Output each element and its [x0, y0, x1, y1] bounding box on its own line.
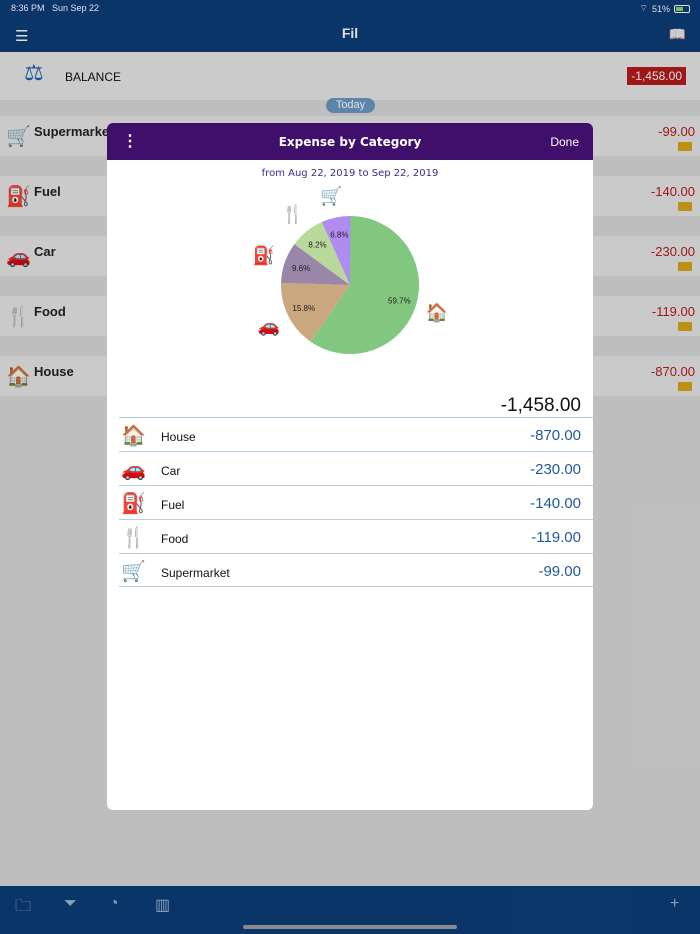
- expense-modal: ⋮ Expense by Category Done from Aug 22, …: [107, 123, 593, 810]
- house-icon: 🏠: [6, 366, 31, 388]
- list-item-name: Supermarket: [34, 124, 114, 139]
- modal-header: ⋮ Expense by Category Done: [107, 123, 593, 160]
- more-icon[interactable]: ⋮: [122, 133, 138, 150]
- plus-icon[interactable]: +: [670, 895, 680, 912]
- category-amount: -99.00: [538, 563, 581, 580]
- food-icon: 🍴: [121, 527, 146, 549]
- fuel-icon: ⛽: [6, 186, 31, 208]
- total-amount: -1,458.00: [500, 395, 581, 416]
- status-time: 8:36 PM: [11, 3, 45, 13]
- category-row[interactable]: 🚗 Car -230.00: [119, 451, 593, 485]
- cart-icon: 🛒: [320, 185, 342, 206]
- status-right: ⌔ 51%: [640, 3, 690, 14]
- home-indicator: [243, 925, 457, 929]
- modal-title: Expense by Category: [278, 135, 422, 149]
- balance-row[interactable]: ⚖ BALANCE -1,458.00: [0, 52, 700, 100]
- book-icon[interactable]: 📖: [668, 26, 686, 42]
- menu-icon[interactable]: ☰: [15, 28, 29, 45]
- list-item-name: Car: [34, 244, 56, 259]
- pie-value-label: 59.7%: [388, 297, 411, 306]
- car-icon: 🚗: [121, 459, 146, 481]
- food-icon: 🍴: [6, 306, 31, 328]
- date-range: from Aug 22, 2019 to Sep 22, 2019: [261, 168, 439, 179]
- pie-slice-car[interactable]: [281, 282, 350, 342]
- list-item-name: Food: [34, 304, 66, 319]
- filter-icon[interactable]: ⏷: [64, 895, 77, 912]
- card-icon: [678, 382, 692, 391]
- list-item-amount: -119.00: [651, 304, 695, 319]
- battery-icon: [674, 4, 690, 13]
- list-item-name: House: [34, 364, 74, 379]
- folder-icon[interactable]: 🗀: [15, 898, 32, 915]
- category-row[interactable]: 🛒 Supermarket -99.00: [119, 553, 593, 587]
- category-list: 🏠 House -870.00 🚗 Car -230.00 ⛽ Fuel -14…: [119, 417, 593, 587]
- card-icon: [678, 262, 692, 271]
- category-amount: -140.00: [530, 495, 581, 512]
- pie-slice-food[interactable]: [294, 222, 350, 285]
- list-item-name: Fuel: [34, 184, 61, 199]
- category-name: House: [161, 430, 196, 444]
- pie-slice-house[interactable]: [310, 216, 419, 354]
- balance-icon: ⚖: [24, 60, 44, 85]
- house-icon: 🏠: [121, 425, 146, 447]
- house-icon: 🏠: [426, 302, 448, 322]
- fuel-icon: ⛽: [121, 493, 146, 515]
- pie-value-label: 15.8%: [292, 304, 315, 313]
- car-icon: 🚗: [257, 316, 279, 336]
- pie-value-label: 9.6%: [292, 264, 310, 273]
- done-button[interactable]: Done: [550, 135, 579, 149]
- list-item-amount: -230.00: [650, 244, 695, 259]
- status-bar: 8:36 PM Sun Sep 22 ⌔ 51%: [0, 0, 700, 16]
- fuel-icon: ⛽: [253, 244, 275, 265]
- category-name: Supermarket: [161, 566, 230, 580]
- category-amount: -230.00: [530, 461, 581, 478]
- category-name: Fuel: [161, 498, 185, 512]
- nav-bar: ☰ Fil 📖: [0, 16, 700, 52]
- today-badge: Today: [326, 98, 375, 113]
- category-row[interactable]: 🏠 House -870.00: [119, 417, 593, 451]
- bar-chart-icon[interactable]: ▥: [155, 897, 171, 914]
- pie-chart-icon[interactable]: ◔: [109, 895, 119, 912]
- pie-slice-fuel[interactable]: [281, 244, 350, 285]
- category-amount: -870.00: [530, 427, 581, 444]
- category-row[interactable]: ⛽ Fuel -140.00: [119, 485, 593, 519]
- category-amount: -119.00: [531, 529, 581, 546]
- card-icon: [678, 202, 692, 211]
- pie-value-label: 8.2%: [308, 241, 326, 250]
- card-icon: [678, 142, 692, 151]
- wifi-icon: ⌔: [639, 3, 648, 13]
- battery-percent: 51%: [651, 3, 670, 14]
- category-name: Car: [161, 464, 181, 478]
- car-icon: 🚗: [6, 246, 31, 268]
- category-name: Food: [161, 532, 189, 546]
- pie-chart: 59.7% 🏠 15.8% 🚗 9.6% ⛽ 8.2% 🍴 6.8% 🛒: [253, 185, 448, 354]
- cart-icon: 🛒: [6, 126, 31, 148]
- food-icon: 🍴: [282, 203, 304, 225]
- pie-slice-supermarket[interactable]: [321, 216, 351, 285]
- status-date: Sun Sep 22: [52, 3, 100, 13]
- balance-label: BALANCE: [65, 70, 122, 84]
- list-item-amount: -99.00: [658, 124, 695, 139]
- list-item-amount: -140.00: [650, 184, 695, 199]
- balance-amount: -1,458.00: [627, 67, 686, 85]
- nav-title: Fil: [341, 25, 359, 41]
- list-item-amount: -870.00: [650, 364, 695, 379]
- pie-value-label: 6.8%: [330, 230, 348, 239]
- cart-icon: 🛒: [121, 561, 146, 583]
- card-icon: [678, 322, 692, 331]
- category-row[interactable]: 🍴 Food -119.00: [119, 519, 593, 553]
